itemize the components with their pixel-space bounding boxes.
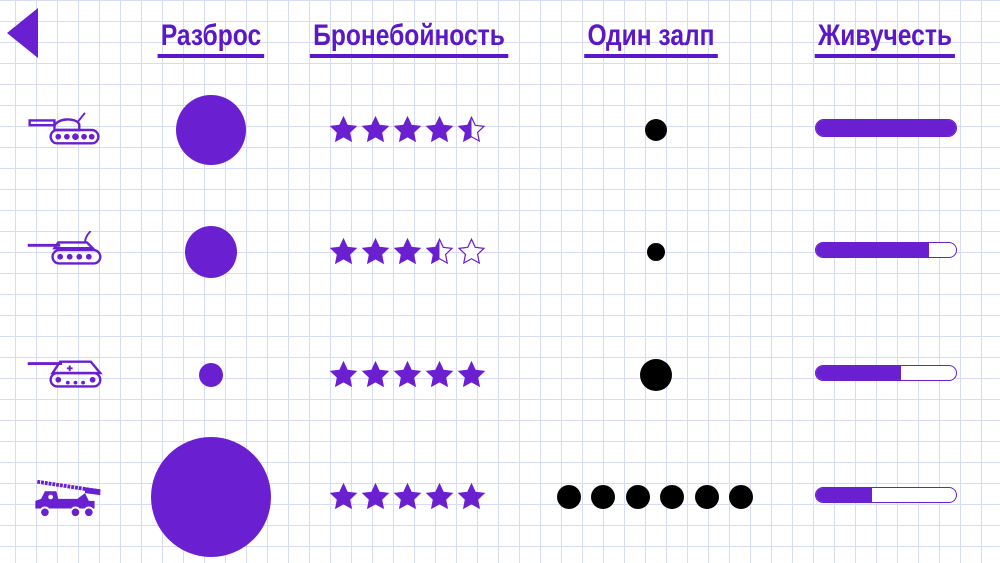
self-propelled-gun-icon xyxy=(27,360,103,388)
back-button[interactable] xyxy=(7,8,38,58)
survivability-fill xyxy=(816,243,930,257)
header-salvo: Один залп xyxy=(584,18,718,58)
star-filled-icon xyxy=(457,360,486,388)
star-half-icon xyxy=(457,115,486,143)
spread-circle xyxy=(151,437,271,557)
star-filled-icon xyxy=(393,482,422,510)
spread-circle xyxy=(176,95,246,165)
star-filled-icon xyxy=(425,482,454,510)
salvo-shot-dot xyxy=(694,485,719,509)
star-filled-icon xyxy=(329,237,358,265)
salvo-shot-dot xyxy=(729,485,753,509)
star-filled-icon xyxy=(329,360,358,388)
star-filled-icon xyxy=(393,237,422,265)
survivability-fill xyxy=(816,366,902,380)
salvo-shot-dot xyxy=(557,485,581,509)
star-filled-icon xyxy=(457,482,486,510)
star-filled-icon xyxy=(425,360,454,388)
star-filled-icon xyxy=(425,115,454,143)
survivability-fill xyxy=(816,120,956,136)
salvo-shot-dot xyxy=(647,243,665,261)
survivability-fill xyxy=(816,488,872,502)
spread-circle xyxy=(185,226,237,278)
armor-piercing-rating xyxy=(329,360,486,390)
star-half-icon xyxy=(425,237,454,265)
survivability-bar xyxy=(815,119,957,137)
spread-circle xyxy=(199,363,223,387)
star-empty-icon xyxy=(457,237,486,265)
salvo-shot-dot xyxy=(660,485,685,509)
artillery-tank-icon xyxy=(27,231,102,265)
armor-piercing-rating xyxy=(329,115,486,145)
salvo-shot-dot xyxy=(645,119,667,141)
survivability-bar xyxy=(815,487,957,503)
light-tank-icon xyxy=(28,112,100,145)
salvo-shot-dot xyxy=(591,485,616,509)
survivability-bar xyxy=(815,365,957,381)
armor-piercing-rating xyxy=(329,482,486,512)
star-filled-icon xyxy=(361,237,390,265)
header-survivability: Живучесть xyxy=(814,18,956,58)
rocket-launcher-truck-icon xyxy=(35,479,101,518)
armor-piercing-rating xyxy=(329,237,486,267)
star-filled-icon xyxy=(361,482,390,510)
star-filled-icon xyxy=(393,115,422,143)
salvo-shot-dot xyxy=(625,485,650,509)
star-filled-icon xyxy=(393,360,422,388)
star-filled-icon xyxy=(329,115,358,143)
header-armor-piercing: Бронебойность xyxy=(309,18,509,58)
salvo-shot-dot xyxy=(640,359,672,391)
header-spread: Разброс xyxy=(157,18,265,58)
star-filled-icon xyxy=(361,360,390,388)
survivability-bar xyxy=(815,242,957,258)
star-filled-icon xyxy=(361,115,390,143)
star-filled-icon xyxy=(329,482,358,510)
